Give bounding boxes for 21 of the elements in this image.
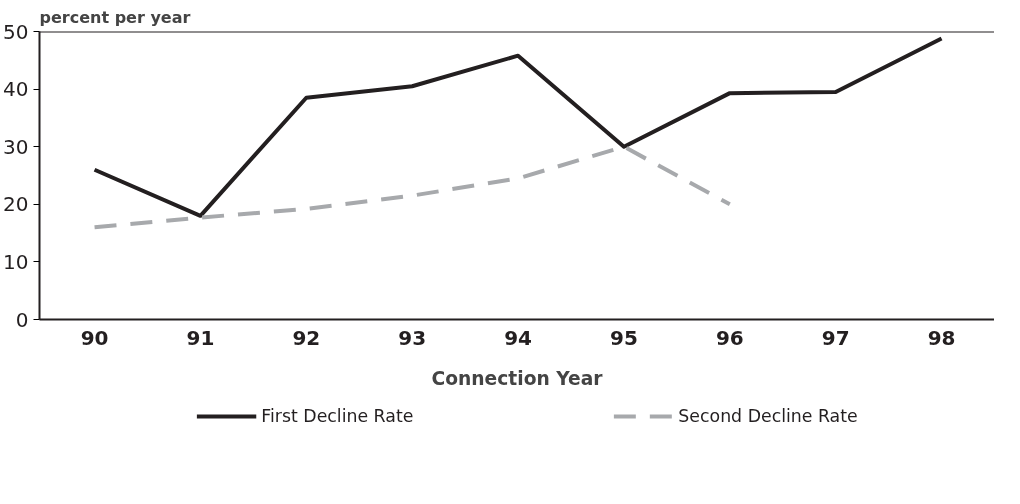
y-tick-label: 10 [3, 249, 29, 274]
x-tick-label: 96 [715, 325, 744, 350]
legend-label: Second Decline Rate [678, 406, 858, 426]
y-tick-label: 40 [3, 77, 29, 102]
line-series [92, 144, 732, 230]
x-tick-label: 93 [398, 325, 427, 350]
x-tick-label: 97 [821, 325, 850, 350]
x-tick-label: 95 [610, 325, 638, 350]
x-axis-title: Connection Year [431, 367, 604, 389]
x-tick-label: 91 [186, 325, 215, 350]
y-axis-title: percent per year [39, 7, 191, 27]
x-tick-label: 90 [80, 325, 109, 350]
x-tick-label: 92 [292, 325, 321, 350]
y-tick-label: 0 [15, 307, 29, 332]
y-tick-label: 50 [3, 19, 29, 44]
legend-label: First Decline Rate [261, 406, 414, 426]
x-tick-label: 94 [504, 325, 532, 350]
y-tick-label: 20 [3, 192, 29, 217]
y-tick-label: 30 [3, 134, 29, 159]
x-tick-label: 98 [927, 325, 956, 350]
line-series [92, 36, 944, 218]
